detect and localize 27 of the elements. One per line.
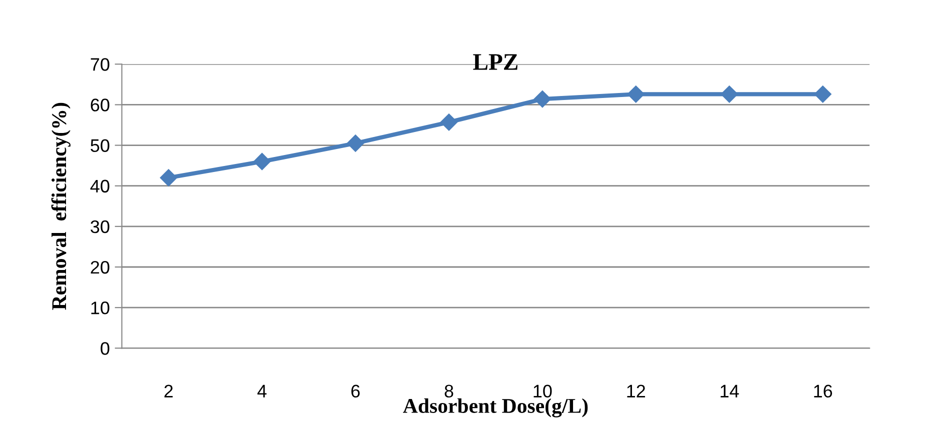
y-tick-label: 10	[91, 302, 110, 314]
x-tick-label: 14	[720, 384, 739, 398]
point	[534, 90, 551, 108]
x-tick-label: 16	[814, 384, 832, 398]
y-tick-label: 40	[90, 180, 110, 193]
y-tick-label: 60	[90, 98, 110, 112]
x-tick-label: 12	[627, 384, 646, 398]
chart-title: LPZ	[473, 54, 518, 70]
point	[720, 86, 738, 103]
point	[440, 114, 458, 131]
point	[814, 86, 832, 103]
x-tick-label: 10	[534, 384, 552, 398]
y-axis-title: Removal efficiency(%)	[51, 102, 70, 310]
x-tick-label: 8	[444, 384, 454, 398]
x-tick-label: 6	[351, 384, 360, 398]
point	[253, 152, 271, 170]
x-tick-label: 4	[257, 384, 267, 398]
y-tick-label: 50	[90, 139, 110, 152]
y-tick-label: 70	[90, 58, 110, 71]
y-tick-label: 30	[90, 220, 110, 234]
y-tick-label: 20	[90, 260, 110, 274]
point	[160, 169, 178, 186]
x-tick-label: 2	[164, 384, 173, 398]
x-axis-title: Adsorbent Dose(g/L)	[403, 398, 588, 418]
point	[346, 134, 364, 152]
y-tick-label: 0	[100, 342, 110, 355]
point	[627, 86, 644, 103]
